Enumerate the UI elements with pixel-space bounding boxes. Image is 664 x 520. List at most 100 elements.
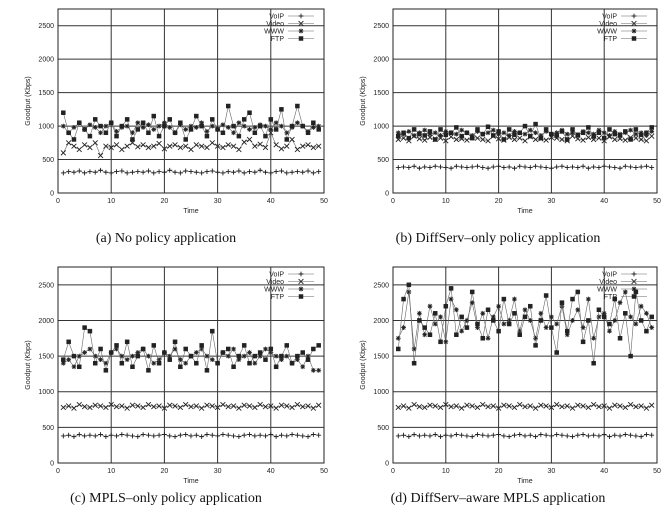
point-a-ftp-2-shape bbox=[66, 130, 71, 136]
point-c-voip-23-shape bbox=[177, 432, 183, 438]
point-d-voip-32-shape bbox=[559, 432, 565, 438]
x-tick-label-d-0: 0 bbox=[391, 468, 395, 475]
point-a-www-6-shape bbox=[87, 122, 93, 128]
point-b-ftp-45 bbox=[628, 137, 633, 142]
point-c-ftp-1-shape bbox=[61, 357, 66, 362]
point-b-ftp-48-shape bbox=[644, 130, 649, 136]
y-tick-label-a-2: 1000 bbox=[38, 124, 54, 131]
point-d-video-29-shape bbox=[543, 403, 549, 409]
point-a-video-36 bbox=[246, 136, 253, 143]
point-a-ftp-32 bbox=[225, 103, 231, 109]
point-a-video-44-shape bbox=[289, 136, 295, 143]
point-c-ftp-30-shape bbox=[215, 360, 220, 366]
point-c-video-49-shape bbox=[315, 402, 322, 408]
point-c-ftp-28 bbox=[204, 368, 210, 373]
point-b-www-23 bbox=[512, 129, 517, 134]
point-b-voip-15-shape bbox=[469, 164, 475, 170]
point-a-ftp-28 bbox=[204, 133, 210, 139]
x-tick-label-d-3: 30 bbox=[548, 468, 556, 475]
point-a-ftp-12 bbox=[119, 123, 125, 129]
point-d-www-45-shape bbox=[628, 314, 633, 320]
point-a-voip-36 bbox=[247, 169, 252, 174]
point-d-www-8 bbox=[432, 321, 438, 327]
point-a-ftp-7-shape bbox=[92, 117, 98, 122]
point-d-voip-19 bbox=[490, 432, 496, 438]
point-c-voip-39 bbox=[263, 433, 268, 439]
point-c-video-39-shape bbox=[262, 403, 269, 410]
point-b-video-36-shape bbox=[580, 137, 586, 143]
point-b-ftp-11-shape bbox=[448, 130, 454, 136]
caption-a: (a) No policy application bbox=[95, 231, 237, 246]
point-b-www-20-shape bbox=[496, 131, 501, 137]
point-d-ftp-33 bbox=[564, 328, 570, 334]
point-b-www-6 bbox=[422, 127, 428, 133]
point-b-www-19-shape bbox=[490, 127, 496, 133]
point-a-www-43-shape bbox=[284, 130, 290, 136]
point-a-video-5-shape bbox=[81, 142, 88, 148]
point-c-video-23-shape bbox=[177, 404, 184, 411]
point-a-video-41 bbox=[273, 142, 279, 148]
point-a-video-48-shape bbox=[310, 144, 317, 151]
y-tick-label-a-1: 500 bbox=[42, 157, 54, 164]
point-d-voip-36-shape bbox=[580, 432, 586, 437]
point-c-video-1-shape bbox=[60, 404, 67, 411]
point-d-voip-5 bbox=[417, 433, 422, 439]
point-d-voip-49 bbox=[649, 432, 655, 438]
point-a-ftp-34 bbox=[236, 133, 242, 139]
point-c-voip-32-shape bbox=[225, 432, 231, 438]
point-c-www-18-shape bbox=[151, 360, 157, 366]
point-b-ftp-23-shape bbox=[512, 132, 517, 138]
point-d-voip-7-shape bbox=[427, 433, 433, 439]
point-c-video-20-shape bbox=[161, 405, 168, 411]
point-d-ftp-11 bbox=[448, 286, 454, 291]
point-a-voip-3 bbox=[71, 169, 77, 175]
point-c-voip-6 bbox=[87, 432, 93, 438]
point-a-voip-33-shape bbox=[231, 169, 236, 175]
point-a-voip-11-shape bbox=[114, 169, 119, 174]
point-b-ftp-24 bbox=[517, 130, 522, 136]
point-b-ftp-4-shape bbox=[411, 127, 417, 132]
point-b-voip-35-shape bbox=[575, 165, 581, 170]
point-b-voip-3-shape bbox=[406, 165, 412, 170]
point-c-ftp-31-shape bbox=[220, 350, 226, 355]
point-b-voip-10-shape bbox=[443, 165, 449, 170]
point-d-www-14-shape bbox=[464, 318, 470, 323]
point-c-www-46 bbox=[300, 364, 306, 370]
series-c-ftp bbox=[61, 325, 321, 373]
point-a-ftp-31-shape bbox=[220, 130, 226, 136]
point-c-video-7-shape bbox=[92, 402, 98, 408]
point-d-video-28 bbox=[538, 402, 544, 408]
point-d-www-23 bbox=[512, 296, 517, 302]
point-b-www-12-shape bbox=[453, 131, 459, 137]
point-c-ftp-10-shape bbox=[108, 350, 114, 355]
point-d-ftp-30 bbox=[549, 325, 554, 330]
y-tick-label-c-4: 2000 bbox=[38, 318, 54, 325]
point-c-ftp-8-shape bbox=[98, 346, 103, 352]
point-a-www-1 bbox=[60, 123, 66, 129]
point-a-video-32 bbox=[225, 142, 231, 148]
point-b-voip-11 bbox=[448, 165, 454, 171]
point-c-video-13 bbox=[124, 405, 130, 411]
legend-marker-b-voip-shape bbox=[631, 13, 637, 19]
point-d-ftp-3-shape bbox=[406, 282, 412, 288]
point-d-voip-36 bbox=[580, 432, 586, 437]
point-c-video-3-shape bbox=[71, 405, 77, 411]
chart-panel-d: 0 10 20 30 40 5005001000150020002500TimeGoodp… bbox=[360, 266, 661, 485]
point-c-ftp-47 bbox=[305, 357, 311, 362]
point-b-video-29 bbox=[543, 137, 549, 143]
point-d-www-41-shape bbox=[607, 328, 612, 334]
point-a-ftp-43 bbox=[284, 137, 290, 142]
point-d-www-42 bbox=[612, 318, 618, 323]
point-c-voip-13-shape bbox=[124, 432, 130, 438]
point-d-video-39-shape bbox=[596, 403, 602, 410]
point-d-ftp-42-shape bbox=[612, 296, 618, 302]
x-axis-label-b: Time bbox=[517, 208, 532, 215]
point-d-www-10 bbox=[443, 339, 449, 345]
point-d-voip-42 bbox=[612, 432, 618, 438]
point-a-www-9-shape bbox=[103, 123, 109, 129]
y-tick-label-b-3: 1500 bbox=[373, 90, 389, 97]
point-d-video-12 bbox=[453, 403, 460, 409]
point-d-ftp-11-shape bbox=[448, 286, 454, 291]
point-b-voip-27 bbox=[533, 163, 538, 169]
